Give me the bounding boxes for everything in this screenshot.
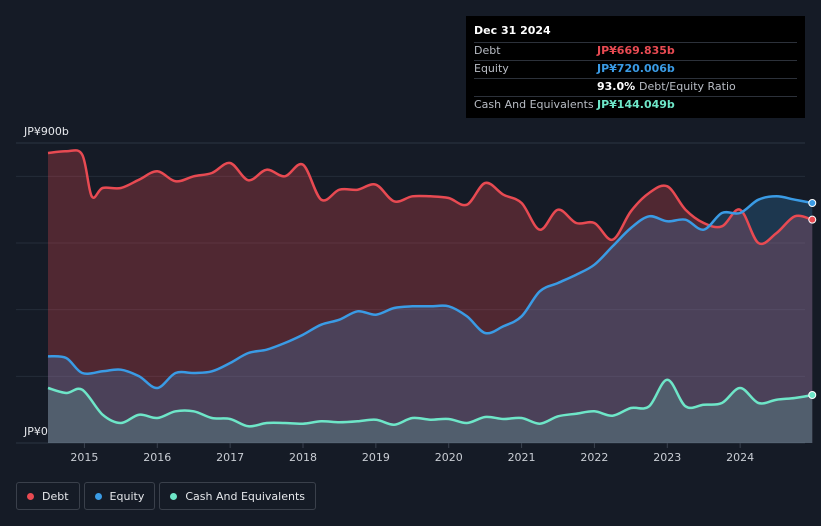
x-tick-label: 2024 [726,451,754,464]
endpoint-equity [808,199,817,207]
area-equity [48,196,813,443]
tooltip-row-cash: Cash And Equivalents JP¥144.049b [474,96,797,114]
tooltip-debt-value: JP¥669.835b [597,44,675,57]
legend-label-cash: Cash And Equivalents [185,489,305,503]
tooltip-cash-value: JP¥144.049b [597,98,675,111]
legend-item-cash[interactable]: Cash And Equivalents [159,482,316,510]
ratio-number: 93.0% [597,80,636,93]
tooltip-row-debt: Debt JP¥669.835b [474,42,797,60]
legend-dot-equity-icon [94,492,102,500]
y-axis-bottom-label: JP¥0 [23,425,48,438]
legend-dot-cash-icon [170,492,178,500]
area-cash-and-equivalents [48,379,813,443]
x-axis-ticks: 2015 2016 2017 2018 2019 2020 2021 2022 2023 2024 [70,443,754,464]
tooltip-ratio-label [474,79,597,96]
chart-legend: Debt Equity Cash And Equivalents [16,482,316,510]
x-tick-label: 2017 [216,451,244,464]
series-endpoints [808,199,817,399]
x-tick-label: 2023 [653,451,681,464]
ratio-text: Debt/Equity Ratio [639,80,736,93]
endpoint-cash-and-equivalents [808,391,817,399]
x-tick-label: 2022 [580,451,608,464]
line-debt [47,149,813,246]
x-tick-label: 2020 [435,451,463,464]
tooltip-equity-value: JP¥720.006b [597,62,675,75]
chart-lines [47,149,813,428]
area-debt [48,150,813,443]
legend-item-equity[interactable]: Equity [83,482,156,510]
legend-label-equity: Equity [109,489,145,503]
x-tick-label: 2015 [70,451,98,464]
tooltip-panel: Dec 31 2024 Debt JP¥669.835b Equity JP¥7… [466,16,805,118]
x-tick-label: 2019 [362,451,390,464]
tooltip-ratio-value: 93.0% Debt/Equity Ratio [597,79,736,96]
line-cash-and-equivalents [47,378,813,428]
legend-dot-debt-icon [27,492,34,500]
legend-item-debt[interactable]: Debt [16,482,80,510]
x-tick-label: 2016 [143,451,171,464]
tooltip-date: Dec 31 2024 [474,24,551,37]
tooltip-equity-label: Equity [474,62,509,75]
x-tick-label: 2021 [508,451,536,464]
y-axis-top-label: JP¥900b [23,125,69,138]
tooltip-row-equity: Equity JP¥720.006b [474,60,797,78]
grid-lines [16,142,805,444]
tooltip-debt-label: Debt [474,44,501,57]
legend-label-debt: Debt [42,489,69,503]
line-equity [47,195,813,390]
tooltip-row-ratio: 93.0% Debt/Equity Ratio [474,78,797,96]
x-tick-label: 2018 [289,451,317,464]
tooltip-cash-label: Cash And Equivalents [474,98,594,111]
endpoint-debt [808,215,817,224]
chart-areas [48,150,813,443]
